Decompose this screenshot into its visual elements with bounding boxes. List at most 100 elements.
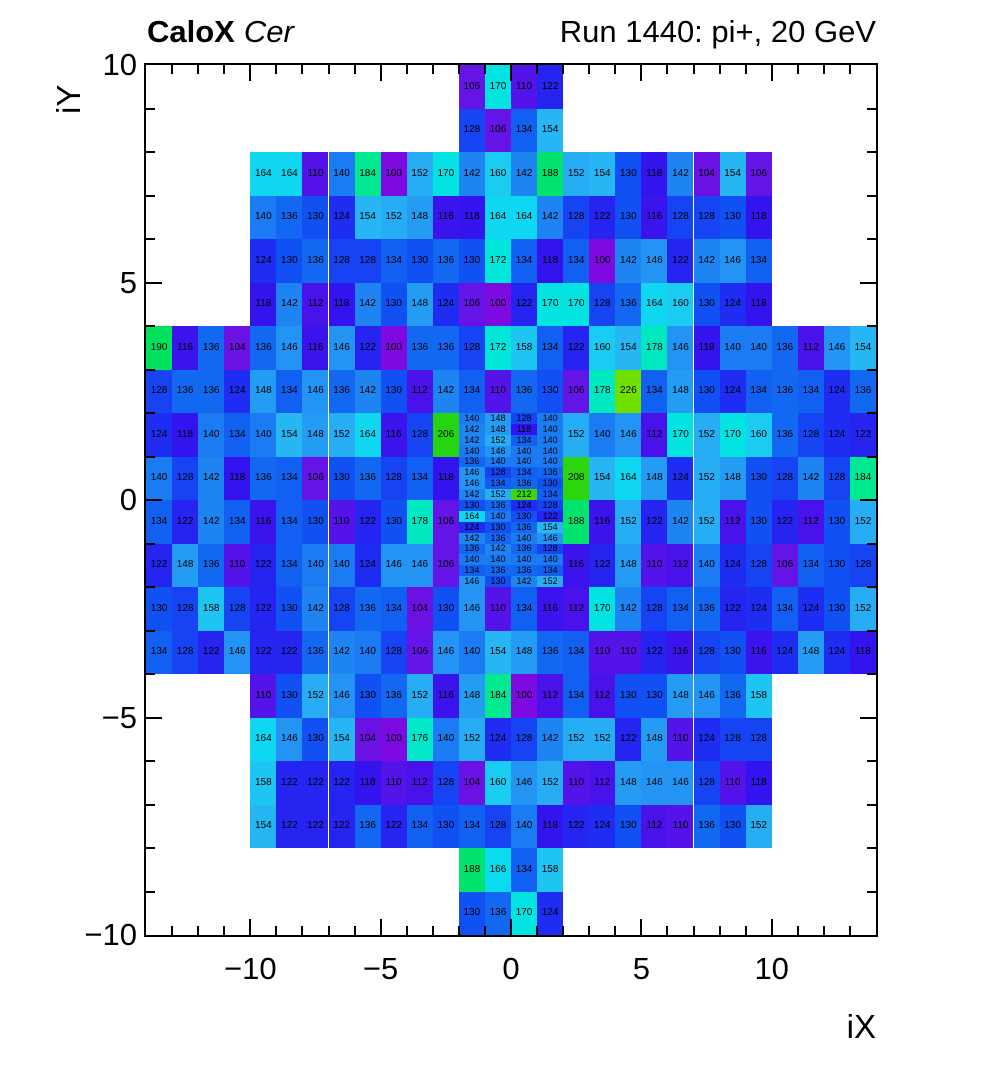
heatmap-cell: 164 — [250, 152, 277, 196]
heatmap-subcell: 130 — [484, 576, 511, 587]
axis-tick — [146, 238, 155, 240]
heatmap-cell: 122 — [641, 500, 668, 544]
axis-tick — [146, 803, 155, 806]
heatmap-cell: 112 — [667, 543, 694, 587]
heatmap-cell: 188 — [563, 500, 590, 544]
axis-tick — [510, 65, 512, 81]
heatmap-subcell: 154 — [537, 521, 564, 533]
heatmap-cell: 148 — [797, 630, 824, 674]
heatmap-subcell: 146 — [537, 532, 564, 544]
heatmap-cell: 130 — [458, 891, 485, 935]
heatmap-cell: 134 — [276, 369, 303, 413]
heatmap-cell: 146 — [458, 587, 485, 631]
heatmap-cell: 136 — [354, 456, 381, 500]
heatmap-cell: 158 — [745, 674, 772, 718]
heatmap-subcell: 164 — [458, 510, 485, 522]
heatmap-cell: 134 — [511, 587, 538, 631]
axis-tick — [860, 499, 876, 501]
heatmap-cell: 206 — [432, 413, 459, 457]
heatmap-subcell: 140 — [511, 532, 538, 544]
heatmap-cell: 128 — [771, 456, 798, 500]
heatmap-cell: 226 — [615, 369, 642, 413]
heatmap-cell: 134 — [380, 587, 407, 631]
heatmap-cell: 140 — [328, 543, 355, 587]
heatmap-cell: 160 — [589, 326, 616, 370]
heatmap-cell: 118 — [328, 282, 355, 326]
axis-tick — [867, 194, 876, 197]
heatmap-cell: 152 — [302, 674, 329, 718]
heatmap-cell: 112 — [537, 674, 564, 718]
heatmap-cell: 134 — [641, 369, 668, 413]
heatmap-cell: 142 — [276, 282, 303, 326]
heatmap-subcell: 128 — [537, 543, 564, 555]
heatmap-cell: 148 — [667, 369, 694, 413]
heatmap-cell: 158 — [511, 326, 538, 370]
heatmap-cell: 110 — [250, 674, 277, 718]
heatmap-cell: 140 — [719, 326, 746, 370]
heatmap-cell: 128 — [380, 630, 407, 674]
heatmap-cell: 106 — [563, 369, 590, 413]
heatmap-cell: 142 — [537, 717, 564, 761]
heatmap-cell: 106 — [745, 152, 772, 196]
heatmap-cell: 116 — [432, 195, 459, 239]
heatmap-cell: 104 — [224, 326, 251, 370]
heatmap-cell: 118 — [354, 761, 381, 805]
heatmap-cell: 106 — [432, 500, 459, 544]
heatmap-cell: 118 — [432, 456, 459, 500]
axis-tick — [867, 151, 876, 153]
axis-tick — [327, 65, 330, 74]
heatmap-subcell: 128 — [484, 467, 511, 479]
heatmap-cell: 130 — [276, 674, 303, 718]
axis-tick — [146, 847, 155, 849]
heatmap-cell: 178 — [406, 500, 433, 544]
heatmap-cell: 116 — [250, 500, 277, 544]
heatmap-cell: 136 — [511, 369, 538, 413]
heatmap-cell: 100 — [380, 326, 407, 370]
heatmap-cell: 128 — [693, 761, 720, 805]
heatmap-cell: 124 — [589, 804, 616, 848]
heatmap-cell: 130 — [719, 630, 746, 674]
heatmap-cell: 148 — [406, 195, 433, 239]
heatmap-subcell: 140 — [511, 456, 538, 468]
heatmap-cell: 128 — [511, 717, 538, 761]
heatmap-cell: 130 — [380, 282, 407, 326]
heatmap-subcell: 136 — [484, 532, 511, 544]
heatmap-cell: 134 — [458, 369, 485, 413]
heatmap-cell: 134 — [406, 456, 433, 500]
axis-tick — [536, 65, 539, 74]
heatmap-cell: 152 — [693, 500, 720, 544]
axis-tick — [146, 412, 155, 414]
heatmap-cell: 122 — [589, 543, 616, 587]
heatmap-cell: 146 — [693, 674, 720, 718]
heatmap-cell: 146 — [380, 543, 407, 587]
heatmap-cell: 152 — [380, 195, 407, 239]
heatmap-subcell: 134 — [458, 565, 485, 577]
heatmap-cell: 124 — [797, 587, 824, 631]
axis-tick — [171, 926, 174, 935]
heatmap-cell: 134 — [224, 413, 251, 457]
heatmap-cell: 128 — [745, 543, 772, 587]
heatmap-cell: 134 — [745, 239, 772, 283]
heatmap-cell: 124 — [693, 717, 720, 761]
heatmap-cell: 128 — [224, 587, 251, 631]
heatmap-cell: 116 — [563, 543, 590, 587]
axis-tick — [692, 926, 695, 935]
heatmap-cell: 112 — [719, 500, 746, 544]
heatmap-cell: 148 — [406, 282, 433, 326]
heatmap-cell: 152 — [537, 761, 564, 805]
heatmap-subcell: 142 — [458, 489, 485, 500]
heatmap-subcell: 136 — [537, 467, 564, 479]
heatmap-subcell: 136 — [458, 456, 485, 468]
heatmap-cell: 152 — [458, 717, 485, 761]
heatmap-cell: 152 — [615, 500, 642, 544]
axis-tick — [848, 926, 851, 935]
axis-tick — [275, 926, 278, 935]
heatmap-cell: 118 — [745, 195, 772, 239]
heatmap-subcell: 140 — [458, 445, 485, 457]
heatmap-cell: 118 — [745, 282, 772, 326]
heatmap-cell: 122 — [563, 804, 590, 848]
heatmap-subcell: 136 — [511, 543, 538, 555]
heatmap-cell: 158 — [198, 587, 225, 631]
heatmap-cell: 124 — [484, 717, 511, 761]
heatmap-cell: 124 — [146, 413, 173, 457]
